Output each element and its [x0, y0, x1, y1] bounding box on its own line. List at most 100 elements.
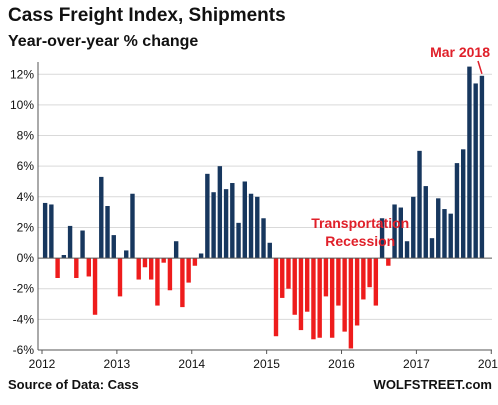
bar: [155, 258, 160, 306]
bar: [323, 258, 329, 297]
bar: [404, 241, 410, 259]
x-tick-label: 2018: [478, 357, 498, 371]
bar: [317, 258, 322, 338]
y-tick-label: -6%: [13, 343, 35, 357]
bar: [149, 258, 154, 280]
bar: [173, 241, 179, 259]
bar: [74, 258, 79, 278]
bar: [49, 204, 54, 259]
bar: [67, 225, 73, 259]
bar: [461, 149, 466, 259]
bar: [361, 258, 366, 300]
y-tick-label: 6%: [17, 159, 35, 173]
bar: [80, 230, 85, 259]
annotation-transportation: Transportation: [311, 215, 409, 231]
gridlines: [38, 73, 492, 351]
bar: [86, 258, 91, 277]
bar: [473, 83, 478, 259]
bar: [342, 258, 347, 332]
bar: [273, 258, 279, 337]
annotation-recession: Recession: [325, 233, 395, 249]
bar: [242, 181, 247, 259]
bar: [348, 258, 354, 349]
bar: [267, 242, 272, 259]
annotation-mar-2018: Mar 2018: [430, 44, 490, 60]
bars: [42, 66, 485, 349]
bar: [298, 258, 304, 331]
bar: [379, 218, 385, 259]
bar: [336, 258, 341, 306]
bar: [192, 258, 198, 266]
bar: [61, 255, 67, 259]
data-source: Source of Data: Cass: [8, 377, 139, 392]
bar: [42, 202, 48, 259]
axes: 12% 10% 8% 6% 4% 2% 0% -2% -4% -6%2012 2013 2014 201…: [10, 62, 498, 371]
y-tick-label: 12%: [10, 67, 34, 81]
bar: [105, 206, 110, 259]
bar: [198, 253, 204, 259]
bar: [436, 198, 441, 259]
bar: [305, 258, 310, 312]
bar: [55, 258, 60, 278]
bar: [429, 238, 435, 259]
bar: [311, 258, 316, 340]
chart-title: Cass Freight Index, Shipments: [8, 5, 286, 26]
bar: [130, 193, 135, 259]
bar: [180, 258, 185, 308]
bar: [280, 258, 285, 298]
annotation-arrow: [477, 60, 483, 75]
bar: [398, 207, 403, 259]
x-tick-label: 2015: [253, 357, 280, 371]
bar: [386, 258, 391, 266]
bar: [255, 196, 260, 259]
bar: [373, 258, 379, 306]
bar: [161, 258, 166, 263]
bar: [467, 66, 472, 259]
bar: [261, 218, 266, 259]
bar: [217, 166, 223, 259]
annotations: Transportation Recession Mar 2018: [311, 44, 490, 249]
bar: [124, 250, 129, 259]
bar: [117, 258, 123, 297]
y-tick-label: 2%: [17, 220, 35, 234]
bar: [329, 258, 335, 338]
y-tick-label: 0%: [17, 251, 35, 265]
bar: [205, 173, 210, 259]
bar: [367, 258, 372, 288]
bar: [448, 213, 453, 259]
bar: [292, 258, 297, 315]
y-tick-label: 10%: [10, 98, 34, 112]
y-tick-label: -4%: [13, 312, 35, 326]
site-credit: WOLFSTREET.com: [373, 377, 492, 392]
x-tick-label: 2014: [178, 357, 205, 371]
bar: [186, 258, 191, 283]
x-tick-label: 2013: [104, 357, 131, 371]
x-tick-label: 2012: [29, 357, 56, 371]
bar: [354, 258, 360, 326]
bar: [442, 209, 447, 259]
bar: [99, 176, 104, 259]
bar: [248, 193, 254, 259]
bar: [167, 258, 173, 291]
bar: [111, 235, 116, 259]
bar: [411, 196, 416, 259]
bar: [223, 189, 229, 259]
y-tick-label: 8%: [17, 129, 35, 143]
bar: [286, 258, 291, 289]
bar: [392, 204, 397, 259]
bar: [423, 186, 428, 259]
bar: [211, 192, 216, 259]
bar: [136, 258, 141, 280]
chart-subtitle: Year-over-year % change: [8, 33, 199, 50]
bar: [417, 150, 422, 259]
y-tick-label: -2%: [13, 282, 35, 296]
bar: [454, 163, 460, 259]
y-tick-label: 4%: [17, 190, 35, 204]
bar: [92, 258, 98, 315]
bar: [236, 222, 241, 259]
x-tick-label: 2016: [328, 357, 355, 371]
bar: [479, 75, 485, 259]
x-tick-label: 2017: [403, 357, 430, 371]
bar: [142, 258, 148, 268]
